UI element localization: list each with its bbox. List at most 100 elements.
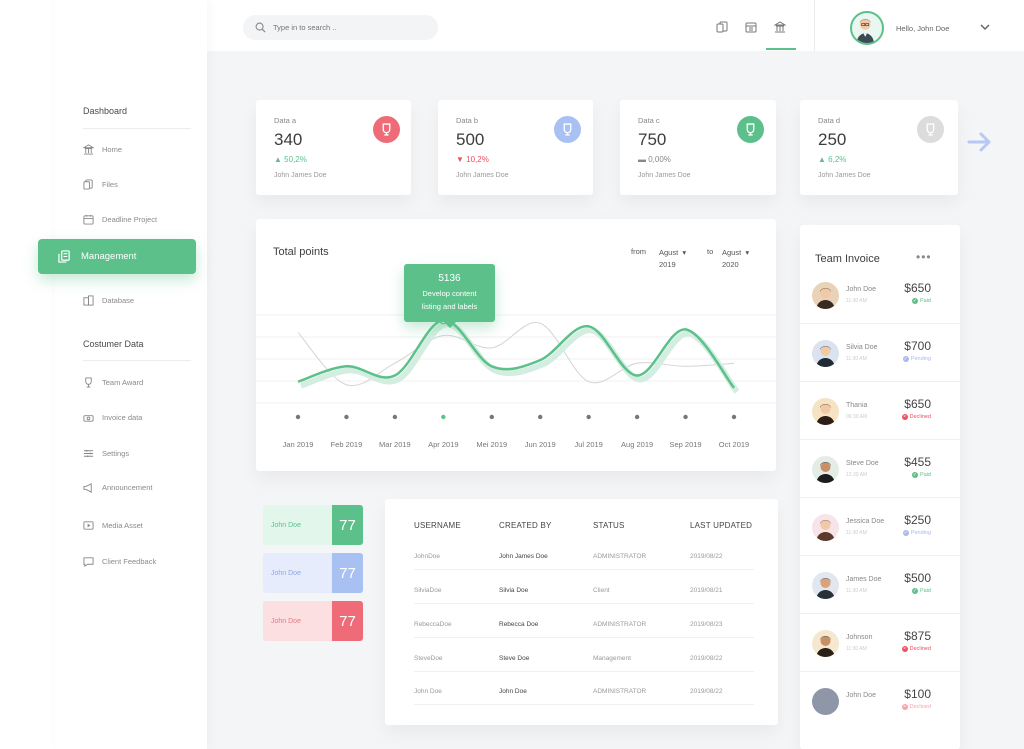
- x-marker: [731, 414, 737, 420]
- table-cell: Rebecca Doe: [499, 621, 539, 628]
- award-icon: [85, 376, 92, 388]
- stat-card[interactable]: Data b 500 ▼ 10,2% John James Doe: [438, 100, 593, 195]
- stat-person: John James Doe: [274, 172, 327, 179]
- score-card[interactable]: John Doe 77: [263, 505, 363, 545]
- filter-from-select[interactable]: Agust ▾ 2019: [659, 248, 687, 269]
- search-bar[interactable]: [243, 15, 438, 40]
- status-dot-icon: ×: [901, 704, 908, 710]
- tooltip-value: 5136: [438, 273, 461, 284]
- stat-label: Data a: [274, 116, 297, 125]
- invoice-name: Jessica Doe: [846, 518, 885, 525]
- sidebar-item-client-feedback[interactable]: Client Feedback: [83, 554, 156, 568]
- table-cell: 2019/08/22: [690, 688, 723, 695]
- invoice-status: ✓ Paid: [911, 472, 931, 478]
- stat-card[interactable]: Data d 250 ▲ 6,2% John James Doe: [800, 100, 958, 195]
- x-marker: [489, 414, 494, 420]
- stat-change: ▬ 0,00%: [638, 155, 671, 164]
- table-row-divider: [414, 704, 754, 705]
- sidebar-item-label: Home: [102, 144, 123, 154]
- bank-icon[interactable]: [774, 21, 786, 33]
- score-card[interactable]: John Doe 77: [263, 553, 363, 593]
- invoice-row-divider: [800, 555, 960, 556]
- arrow-right-icon[interactable]: [966, 128, 996, 156]
- table-cell: RebeccaDoe: [414, 621, 452, 628]
- calendar-icon: [83, 214, 94, 225]
- invoice-row[interactable]: John Doe $100 × Declined: [800, 672, 960, 730]
- table-cell: SteveDoe: [414, 655, 443, 662]
- sidebar-item-team-award[interactable]: Team Award: [83, 375, 143, 389]
- invoice-avatar: [812, 340, 839, 367]
- invoice-time: 11:30 AM: [846, 646, 867, 652]
- invoice-row[interactable]: Johnson 11:30 AM $875 × Declined: [800, 614, 960, 672]
- invoice-time: 11:30 AM: [846, 530, 867, 536]
- stat-person: John James Doe: [638, 172, 691, 179]
- invoice-amount: $650: [904, 281, 931, 295]
- status-label: Paid: [919, 298, 931, 304]
- score-value: 77: [332, 505, 363, 545]
- user-avatar[interactable]: [850, 11, 884, 45]
- invoice-row[interactable]: John Doe 11:30 AM $650 ✓ Paid: [800, 266, 960, 324]
- table-cell: 2019/08/21: [690, 587, 723, 594]
- status-dot-icon: ✓: [911, 588, 918, 594]
- invoice-name: Thania: [846, 402, 868, 409]
- chart-tooltip: 5136 Develop content listing and labels: [404, 264, 495, 328]
- invoice-name: James Doe: [846, 576, 882, 583]
- table-cell: ADMINISTRATOR: [593, 553, 647, 560]
- stat-card[interactable]: Data c 750 ▬ 0,00% John James Doe: [620, 100, 776, 195]
- more-options-icon[interactable]: •••: [916, 250, 932, 264]
- invoice-time: 06:30 AM: [846, 414, 868, 420]
- status-dot-icon: ×: [901, 414, 908, 420]
- sidebar-item-media-asset[interactable]: Media Asset: [83, 518, 143, 532]
- score-name: John Doe: [271, 521, 301, 529]
- stat-change: ▲ 6,2%: [818, 155, 847, 164]
- search-input[interactable]: [273, 23, 423, 32]
- sidebar-item-database[interactable]: Database: [83, 293, 134, 307]
- score-value: 77: [332, 553, 363, 593]
- invoice-amount: $500: [904, 571, 931, 585]
- invoice-row[interactable]: Jessica Doe 11:30 AM $250 ✓ Pending: [800, 498, 960, 556]
- x-tick-label: Jul 2019: [574, 440, 602, 449]
- score-card[interactable]: John Doe 77: [263, 601, 363, 641]
- x-marker: [344, 414, 349, 420]
- invoice-row[interactable]: Steve Doe 12:30 AM $455 ✓ Paid: [800, 440, 960, 498]
- award-icon: [917, 116, 944, 143]
- invoice-time: 12:30 AM: [846, 472, 868, 478]
- files-icon[interactable]: [716, 21, 728, 33]
- calendar-icon[interactable]: [745, 21, 757, 33]
- x-tick-label: Jan 2019: [283, 440, 314, 449]
- stat-label: Data d: [818, 116, 841, 125]
- invoice-row[interactable]: James Doe 11:30 AM $500 ✓ Paid: [800, 556, 960, 614]
- table-cell: John Doe: [499, 688, 527, 695]
- sidebar-item-management[interactable]: Management: [38, 239, 196, 274]
- nav-divider: [83, 128, 191, 129]
- sidebar-item-invoice-data[interactable]: Invoice data: [83, 410, 142, 424]
- x-marker: [392, 414, 398, 420]
- invoice-row[interactable]: Thania 06:30 AM $650 × Declined: [800, 382, 960, 440]
- invoice-row-divider: [800, 381, 960, 382]
- filter-from-label: from: [631, 247, 646, 256]
- sidebar-item-announcement[interactable]: Announcement: [83, 480, 152, 494]
- x-tick-label: Sep 2019: [669, 440, 701, 449]
- chevron-down-icon[interactable]: [980, 22, 990, 32]
- nav-section-customer-data: Costumer Data: [83, 339, 144, 349]
- status-dot-icon: ✓: [902, 356, 909, 362]
- invoice-amount: $650: [904, 397, 931, 411]
- invoice-row-divider: [800, 671, 960, 672]
- sidebar-item-home[interactable]: Home: [83, 142, 122, 156]
- x-tick-label: Feb 2019: [331, 440, 363, 449]
- x-tick-label: Aug 2019: [621, 440, 653, 449]
- line-chart: Jan 2019 Feb 2019 Mar 2019 Apr 2019 Mei 2019…: [256, 314, 776, 449]
- award-icon: [554, 116, 581, 143]
- stat-card[interactable]: Data a 340 ▲ 50,2% John James Doe: [256, 100, 411, 195]
- invoice-status: × Declined: [901, 414, 931, 420]
- invoice-status: × Declined: [901, 646, 931, 652]
- sidebar-item-deadline-project[interactable]: Deadline Project: [83, 212, 157, 226]
- invoice-time: 11:30 AM: [846, 356, 867, 362]
- sidebar-item-settings[interactable]: Settings: [83, 446, 129, 460]
- x-marker: [683, 414, 688, 420]
- table-cell: John Doe: [414, 688, 442, 695]
- filter-to-select[interactable]: Agust ▾ 2020: [722, 248, 750, 269]
- sidebar: Dashboard Home Files Deadline Project Da…: [55, 0, 207, 749]
- invoice-row[interactable]: Silvia Doe 11:30 AM $700 ✓ Pending: [800, 324, 960, 382]
- sidebar-item-files[interactable]: Files: [83, 177, 118, 191]
